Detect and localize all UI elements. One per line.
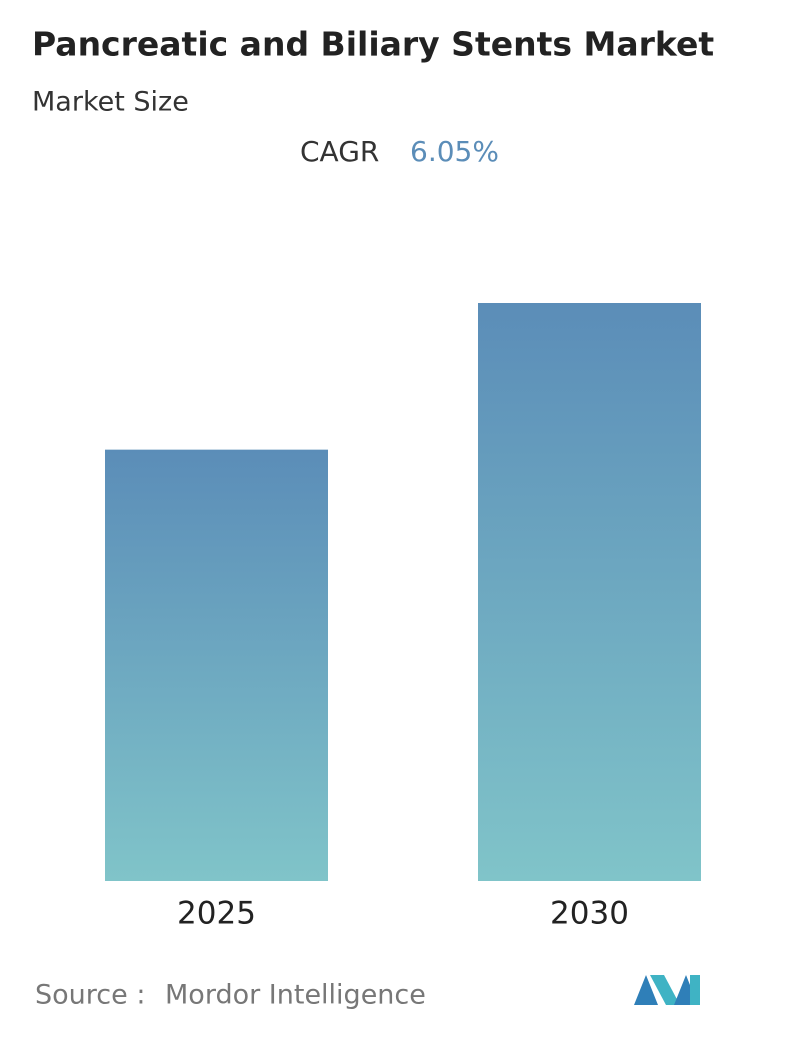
source: Mordor Intelligence: [165, 980, 426, 1011]
source-label: Source :: [35, 980, 145, 1011]
chart-subtitle: Market Size: [32, 87, 189, 118]
bar: [478, 303, 701, 881]
x-tick-label: 2025: [177, 896, 256, 932]
chart-title: Pancreatic and Biliary Stents Market: [32, 25, 714, 64]
x-tick-label: 2030: [550, 896, 629, 932]
bar: [105, 449, 328, 881]
logo: [634, 975, 700, 1005]
cagr-label: CAGR: [300, 135, 379, 168]
cagr-value: 6.05%: [410, 135, 499, 168]
